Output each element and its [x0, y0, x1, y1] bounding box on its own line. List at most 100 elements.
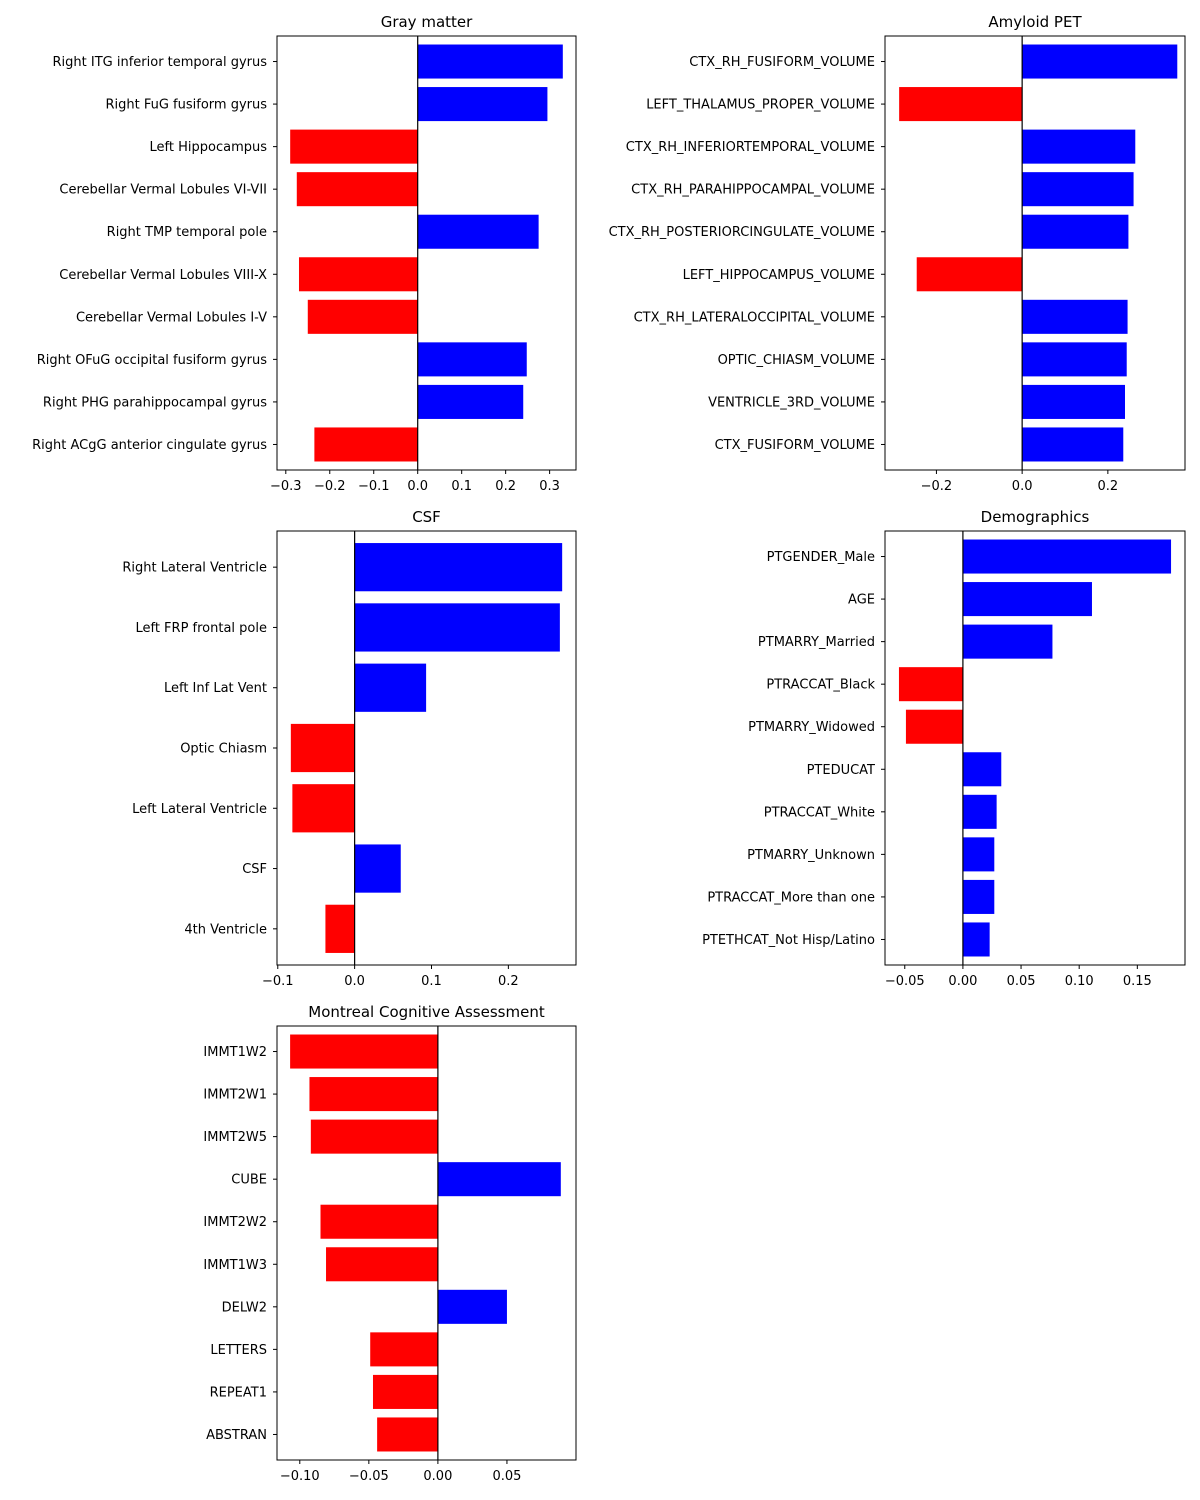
- category-label: PTRACCAT_More than one: [707, 890, 875, 905]
- category-label: Right OFuG occipital fusiform gyrus: [37, 353, 268, 368]
- x-tick-label: −0.05: [349, 1469, 389, 1484]
- bar: [1022, 384, 1125, 419]
- x-tick-label: 0.00: [948, 974, 977, 989]
- x-tick-label: 0.15: [1123, 974, 1152, 989]
- bar: [898, 667, 963, 702]
- bar: [962, 837, 995, 872]
- bar: [962, 794, 997, 829]
- bar: [298, 257, 418, 292]
- category-label: Cerebellar Vermal Lobules VIII-X: [59, 268, 267, 283]
- chart-title: Montreal Cognitive Assessment: [308, 1003, 545, 1021]
- bar: [309, 1077, 438, 1112]
- bar: [417, 44, 563, 79]
- category-label: Right ITG inferior temporal gyrus: [53, 55, 268, 70]
- category-label: ABSTRAN: [206, 1428, 267, 1443]
- axes-frame: [276, 1025, 577, 1461]
- category-label: CTX_FUSIFORM_VOLUME: [715, 438, 875, 453]
- category-label: LETTERS: [210, 1343, 267, 1358]
- chart-panel: CSF Right Lateral Ventricle Left FRP front…: [122, 508, 577, 989]
- category-label: IMMT2W1: [203, 1088, 267, 1103]
- category-label: PTRACCAT_White: [764, 805, 875, 820]
- category-label: PTETHCAT_Not Hisp/Latino: [702, 933, 875, 948]
- bar: [417, 87, 548, 122]
- bar: [417, 384, 524, 419]
- category-label: Right Lateral Ventricle: [122, 561, 267, 576]
- category-label: VENTRICLE_3RD_VOLUME: [708, 395, 875, 410]
- bar: [326, 1247, 438, 1282]
- bar: [1022, 299, 1128, 334]
- chart-title: Gray matter: [381, 13, 473, 31]
- x-tick-label: 0.3: [539, 479, 560, 494]
- category-label: Left Hippocampus: [150, 140, 268, 155]
- category-label: PTEDUCAT: [807, 763, 875, 778]
- bar: [372, 1374, 438, 1409]
- bar: [377, 1417, 438, 1452]
- chart-title: Demographics: [981, 508, 1090, 526]
- category-label: Left Inf Lat Vent: [164, 681, 267, 696]
- category-label: PTMARRY_Married: [758, 635, 875, 650]
- bar: [307, 299, 418, 334]
- bar: [1022, 44, 1178, 79]
- chart-title: CSF: [412, 508, 441, 526]
- bar: [962, 582, 1092, 617]
- axes-frame: [276, 530, 577, 966]
- bar: [296, 172, 418, 207]
- bar: [325, 904, 355, 953]
- bar: [417, 342, 527, 377]
- category-label: IMMT1W2: [203, 1045, 267, 1060]
- x-tick-label: −0.3: [270, 479, 302, 494]
- chart-panel: Demographics PTGENDER_Male AGE PTMARRY_Marr…: [702, 508, 1186, 989]
- category-label: CTX_RH_PARAHIPPOCAMPAL_VOLUME: [631, 183, 875, 198]
- category-label: 4th Ventricle: [184, 922, 267, 937]
- bar: [354, 663, 427, 712]
- x-tick-label: 0.1: [451, 479, 472, 494]
- category-label: CTX_RH_POSTERIORCINGULATE_VOLUME: [609, 225, 875, 240]
- bar: [290, 723, 355, 773]
- category-label: LEFT_HIPPOCAMPUS_VOLUME: [683, 268, 875, 283]
- category-label: Right PHG parahippocampal gyrus: [43, 395, 267, 410]
- bar: [354, 844, 401, 893]
- category-label: IMMT2W2: [203, 1215, 267, 1230]
- x-tick-label: 0.10: [1065, 974, 1094, 989]
- x-tick-label: 0.0: [407, 479, 428, 494]
- x-tick-label: 0.00: [423, 1469, 452, 1484]
- category-label: Optic Chiasm: [180, 742, 267, 757]
- category-label: CSF: [242, 862, 267, 877]
- category-label: CTX_RH_FUSIFORM_VOLUME: [689, 55, 875, 70]
- chart-title: Amyloid PET: [988, 13, 1082, 31]
- bar: [962, 539, 1172, 574]
- bar: [962, 879, 995, 914]
- category-label: Right TMP temporal pole: [107, 225, 267, 240]
- bar: [962, 624, 1053, 659]
- bar: [916, 257, 1023, 292]
- axes-frame: [884, 35, 1186, 471]
- bar: [1022, 342, 1127, 377]
- bar: [437, 1289, 507, 1324]
- chart-panel: Gray matter Right ITG inferior temporal g…: [32, 13, 577, 494]
- category-label: CTX_RH_INFERIORTEMPORAL_VOLUME: [626, 140, 875, 155]
- x-tick-label: −0.2: [314, 479, 346, 494]
- x-tick-label: −0.1: [262, 974, 294, 989]
- category-label: Cerebellar Vermal Lobules VI-VII: [59, 183, 267, 198]
- x-tick-label: 0.05: [492, 1469, 521, 1484]
- bar: [962, 752, 1002, 787]
- category-label: Right FuG fusiform gyrus: [105, 98, 267, 113]
- x-tick-label: 0.0: [344, 974, 365, 989]
- category-label: LEFT_THALAMUS_PROPER_VOLUME: [646, 98, 875, 113]
- bar: [354, 543, 563, 592]
- category-label: Left Lateral Ventricle: [132, 802, 267, 817]
- x-tick-label: 0.2: [1098, 479, 1119, 494]
- bar: [310, 1119, 438, 1154]
- category-label: Left FRP frontal pole: [135, 621, 267, 636]
- bar: [1022, 172, 1134, 207]
- bar: [292, 784, 355, 833]
- x-tick-label: −0.05: [885, 974, 925, 989]
- category-label: PTRACCAT_Black: [766, 678, 875, 693]
- category-label: PTMARRY_Widowed: [748, 720, 875, 735]
- bar: [437, 1162, 561, 1197]
- category-label: Right ACgG anterior cingulate gyrus: [32, 438, 267, 453]
- bar: [899, 87, 1023, 122]
- category-label: IMMT1W3: [203, 1258, 267, 1273]
- bar: [314, 427, 418, 462]
- x-tick-label: 0.0: [1012, 479, 1033, 494]
